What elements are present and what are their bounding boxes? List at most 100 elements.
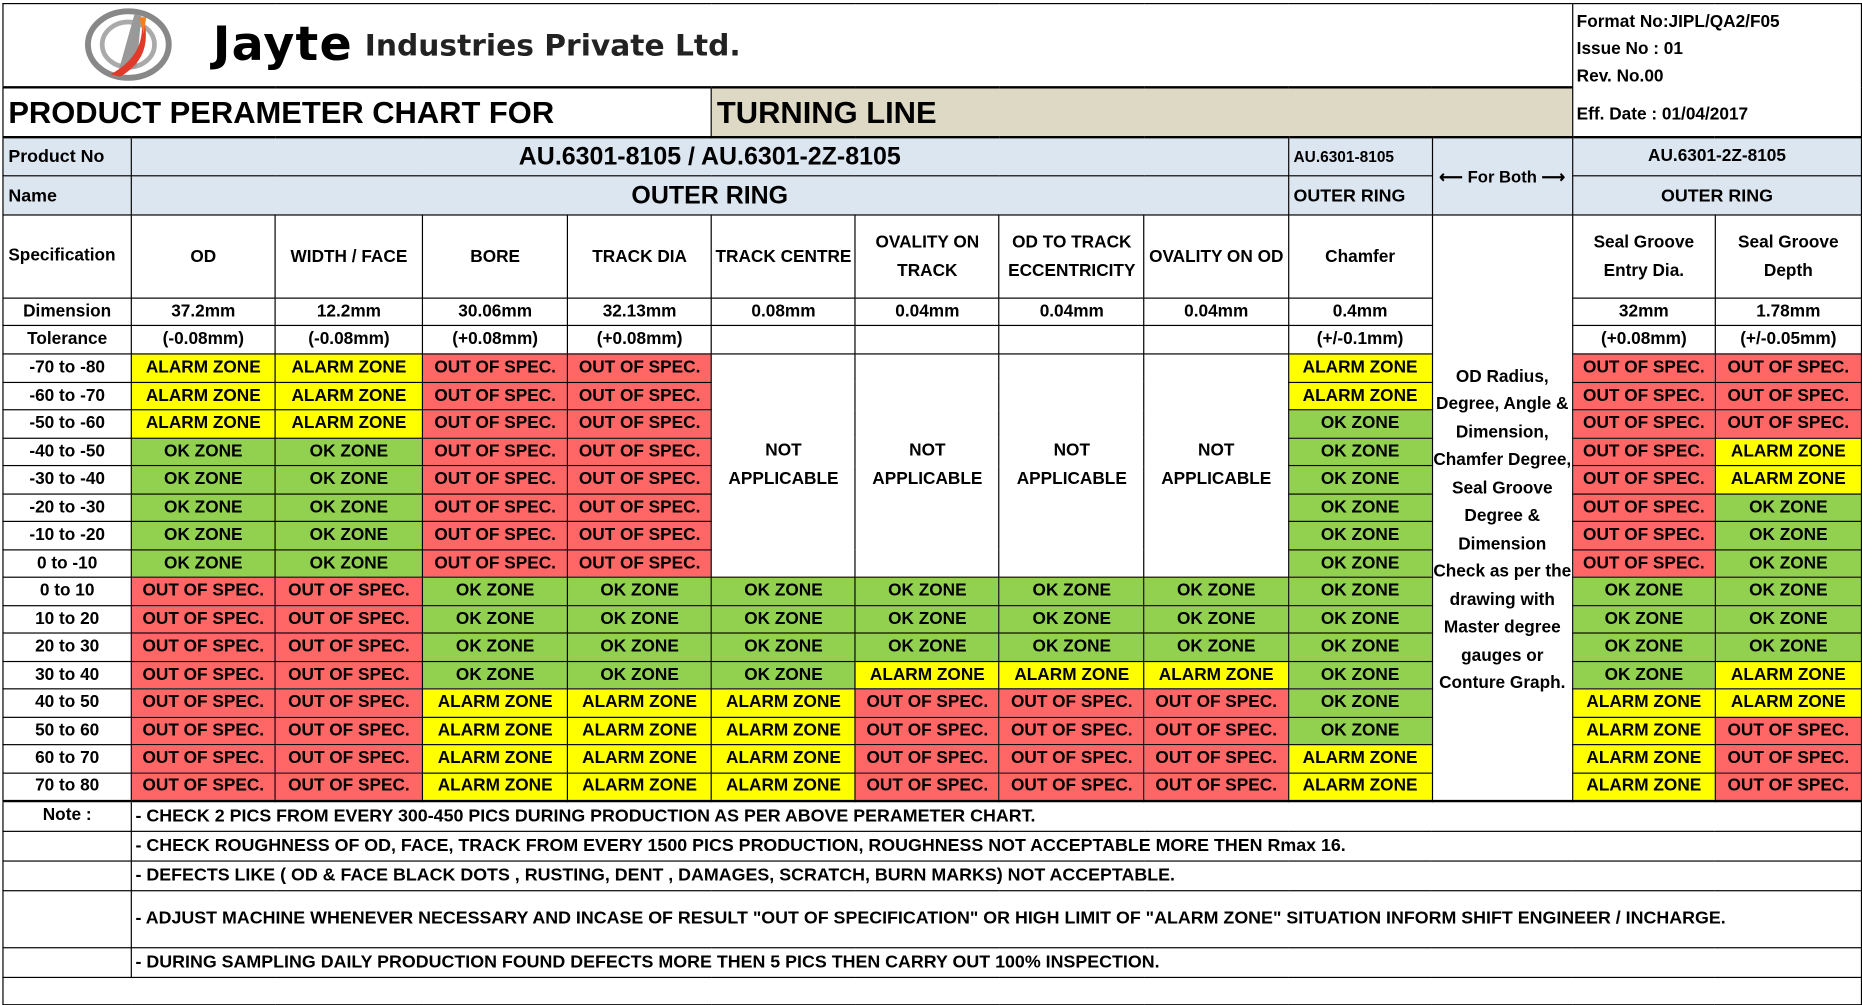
column-header: OVALITY ON OD (1143, 214, 1289, 299)
zone-cell: OK ZONE (274, 437, 424, 467)
dimension-value: 1.78mm (1714, 297, 1862, 327)
column-header: TRACK DIA (567, 214, 713, 299)
column-header: OD (130, 214, 276, 299)
for-both-note: OD Radius, Degree, Angle & Dimension, Ch… (1431, 214, 1574, 802)
zone-cell: OK ZONE (1714, 520, 1862, 550)
zone-cell: OK ZONE (567, 576, 713, 606)
zone-cell: OK ZONE (1143, 632, 1289, 662)
zone-cell: OUT OF SPEC. (1571, 464, 1716, 495)
zone-cell: OUT OF SPEC. (1571, 409, 1716, 439)
zone-cell: ALARM ZONE (998, 660, 1145, 690)
dimension-value: 32.13mm (567, 297, 713, 327)
zone-cell: OK ZONE (274, 548, 424, 578)
issue-number: Issue No : 01 (1576, 39, 1683, 59)
not-applicable-cell: NOT APPLICABLE (854, 353, 1000, 578)
range-label: 0 to -10 (2, 548, 132, 578)
seal-product-no: AU.6301-2Z-8105 (1571, 135, 1862, 177)
table-row: -70 to -80 ALARM ZONE ALARM ZONE OUT OF SPE… (2, 353, 1862, 578)
zone-cell: OK ZONE (1287, 716, 1433, 746)
tolerance-label: Tolerance (2, 324, 132, 355)
zone-cell: ALARM ZONE (1287, 744, 1433, 774)
zone-cell: OUT OF SPEC. (422, 492, 569, 522)
tolerance-value (1143, 324, 1289, 355)
not-applicable-cell: NOT APPLICABLE (710, 353, 857, 578)
zone-cell: OK ZONE (1287, 520, 1433, 550)
chart-title: PRODUCT PERAMETER CHART FOR (2, 85, 713, 138)
zone-cell: OK ZONE (710, 576, 857, 606)
zone-cell: ALARM ZONE (1287, 381, 1433, 411)
tolerance-value: (+/-0.1mm) (1287, 324, 1433, 355)
zone-cell: OUT OF SPEC. (998, 688, 1145, 718)
zone-cell: OK ZONE (130, 464, 276, 495)
zone-cell: OUT OF SPEC. (1143, 688, 1289, 718)
zone-cell: OK ZONE (1143, 576, 1289, 606)
zone-cell: OUT OF SPEC. (567, 464, 713, 495)
line-name: TURNING LINE (710, 85, 1574, 138)
product-no-value: AU.6301-8105 / AU.6301-2Z-8105 (130, 135, 1289, 177)
chamfer-product-no: AU.6301-8105 (1287, 135, 1433, 177)
zone-cell: OUT OF SPEC. (1714, 409, 1862, 439)
range-label: -60 to -70 (2, 381, 132, 411)
zone-cell: ALARM ZONE (1571, 771, 1716, 802)
zone-cell: OK ZONE (998, 576, 1145, 606)
zone-cell: OUT OF SPEC. (998, 744, 1145, 774)
zone-cell: OK ZONE (1714, 492, 1862, 522)
zone-cell: OK ZONE (1287, 632, 1433, 662)
zone-cell: ALARM ZONE (422, 744, 569, 774)
table-row: 0 to -10 OK ZONE OK ZONE OUT OF SPEC. OUT OF… (2, 548, 1862, 578)
zone-cell: OUT OF SPEC. (567, 492, 713, 522)
zone-cell: OK ZONE (567, 632, 713, 662)
chamfer-part-name: OUTER RING (1287, 175, 1433, 216)
zone-cell: ALARM ZONE (1714, 688, 1862, 718)
zone-cell: OUT OF SPEC. (567, 548, 713, 578)
zone-cell: OUT OF SPEC. (998, 771, 1145, 802)
zone-cell: ALARM ZONE (1714, 660, 1862, 690)
zone-cell: OK ZONE (1571, 604, 1716, 634)
table-row: 60 to 70 OUT OF SPEC. OUT OF SPEC. ALARM ZO… (2, 744, 1862, 774)
range-label: -40 to -50 (2, 437, 132, 467)
range-label: 50 to 60 (2, 716, 132, 746)
range-label: 20 to 30 (2, 632, 132, 662)
zone-cell: ALARM ZONE (274, 409, 424, 439)
zone-cell: OUT OF SPEC. (274, 660, 424, 690)
zone-cell: OK ZONE (1287, 492, 1433, 522)
zone-cell: OK ZONE (1287, 576, 1433, 606)
table-row: -10 to -20 OK ZONE OK ZONE OUT OF SPEC. OUT … (2, 520, 1862, 550)
tolerance-value: (+/-0.05mm) (1714, 324, 1862, 355)
zone-cell: OK ZONE (710, 632, 857, 662)
dimension-value: 0.04mm (854, 297, 1000, 327)
zone-cell: OUT OF SPEC. (130, 632, 276, 662)
zone-cell: OUT OF SPEC. (854, 688, 1000, 718)
note-item: - CHECK 2 PICS FROM EVERY 300-450 PICS D… (130, 799, 1862, 832)
company-logo-icon (84, 8, 172, 82)
zone-cell: ALARM ZONE (710, 744, 857, 774)
zone-cell: OK ZONE (274, 520, 424, 550)
zone-cell: OUT OF SPEC. (130, 604, 276, 634)
zone-cell: OUT OF SPEC. (854, 771, 1000, 802)
tolerance-value (998, 324, 1145, 355)
dimension-value: 32mm (1571, 297, 1716, 327)
note-label (2, 830, 132, 862)
table-row: 40 to 50 OUT OF SPEC. OUT OF SPEC. ALARM ZO… (2, 688, 1862, 718)
zone-cell: OUT OF SPEC. (274, 716, 424, 746)
note-item: - ADJUST MACHINE WHENEVER NECESSARY AND … (130, 889, 1862, 948)
dimension-value: 0.4mm (1287, 297, 1433, 327)
zone-cell: OUT OF SPEC. (422, 464, 569, 495)
range-label: 70 to 80 (2, 771, 132, 802)
format-number: Format No:JIPL/QA2/F05 (1576, 12, 1780, 32)
zone-cell: OUT OF SPEC. (130, 688, 276, 718)
zone-cell: ALARM ZONE (422, 771, 569, 802)
zone-cell: OK ZONE (1287, 604, 1433, 634)
zone-cell: OK ZONE (1714, 604, 1862, 634)
zone-cell: OK ZONE (1287, 548, 1433, 578)
range-label: -50 to -60 (2, 409, 132, 439)
zone-cell: OUT OF SPEC. (130, 771, 276, 802)
zone-cell: ALARM ZONE (274, 353, 424, 383)
zone-cell: OUT OF SPEC. (274, 688, 424, 718)
zone-cell: ALARM ZONE (710, 771, 857, 802)
zone-cell: OK ZONE (274, 464, 424, 495)
zone-cell: OUT OF SPEC. (998, 716, 1145, 746)
table-row: 10 to 20 OUT OF SPEC. OUT OF SPEC. OK ZONE O… (2, 604, 1862, 634)
seal-part-name: OUTER RING (1571, 175, 1862, 216)
zone-cell: OUT OF SPEC. (274, 576, 424, 606)
